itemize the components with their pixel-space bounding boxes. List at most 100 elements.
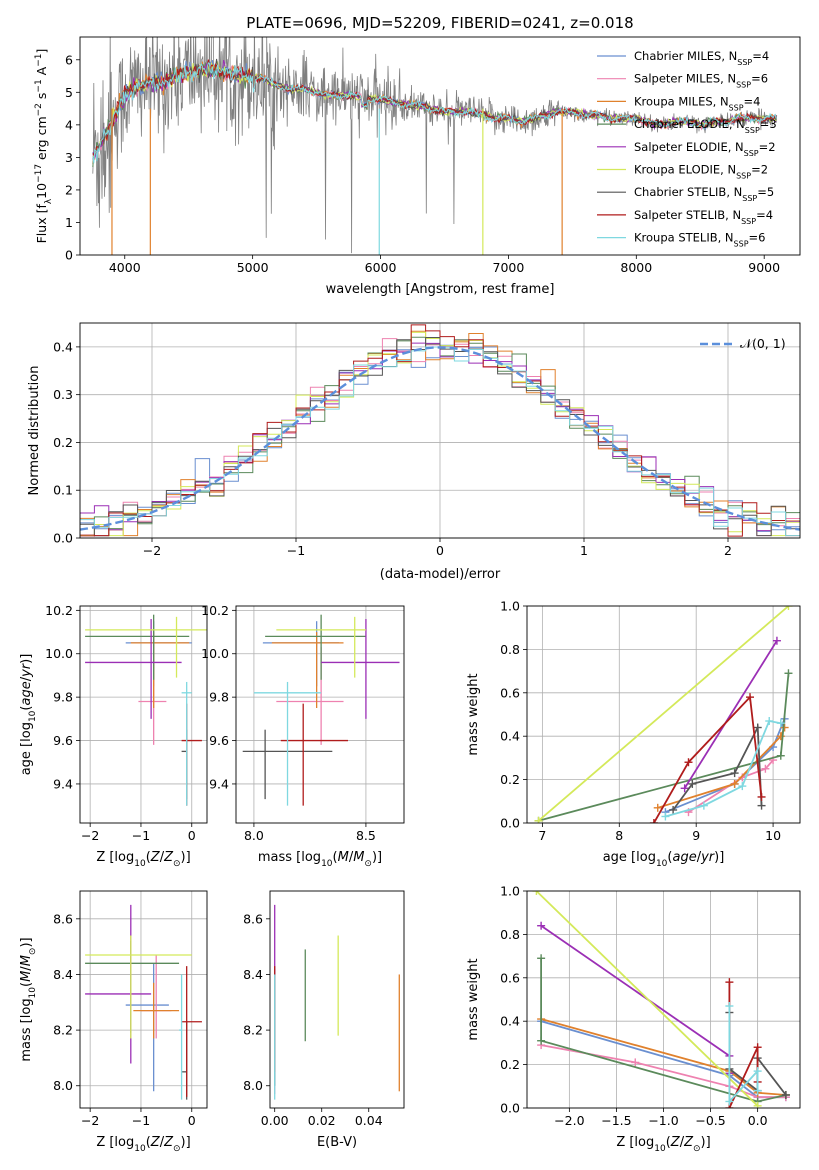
x-tick-label: 0.04 <box>355 1113 383 1128</box>
x-tick-label: −1 <box>132 1113 150 1128</box>
axes-frame <box>79 890 208 1109</box>
weight-series-1 <box>688 759 774 813</box>
x-tick-label: 10 <box>765 828 781 843</box>
errorbar-point-2 <box>271 632 344 708</box>
weight-series-2 <box>540 1018 786 1096</box>
panel-weight_vs_Z: −2.0 −1.5 −1.0 −0.5 0.0 0.0 0.2 0.4 0.6 0.8 1.0 Z [… <box>466 884 801 1154</box>
y-tick-label: 8.2 <box>243 1023 263 1038</box>
y-tick-label: 5 <box>65 85 73 100</box>
plot-area <box>534 606 793 823</box>
axes-frame <box>269 890 405 1109</box>
y-tick-label: 8.0 <box>243 1078 263 1093</box>
x-tick-label: 0 <box>188 1113 196 1128</box>
y-tick-label: 0.4 <box>500 1014 520 1029</box>
y-axis-label: Normed distribution <box>27 366 42 496</box>
chart-title: PLATE=0696, MJD=52209, FIBERID=0241, z=0… <box>246 14 633 32</box>
weight-marker <box>753 1101 762 1108</box>
x-tick-label: 0 <box>436 543 444 558</box>
y-tick-label: 0.2 <box>500 1057 520 1072</box>
x-axis-label: mass [log10(M/M⊙)] <box>258 850 382 869</box>
errorbar-point-3 <box>265 614 366 680</box>
x-axis-label: (data-model)/error <box>380 567 501 582</box>
weight-marker <box>680 784 689 793</box>
panel-residuals: −2 −1 0 1 2 0.0 0.1 0.2 0.3 0.4 (data-model)/error… <box>27 322 801 582</box>
y-tick-label: 8.4 <box>53 967 73 982</box>
x-tick-label: 0.0 <box>748 1113 768 1128</box>
errorbar-point-6 <box>181 1021 188 1100</box>
x-tick-label: −1.5 <box>601 1113 631 1128</box>
errorbar-point-8 <box>253 681 322 806</box>
x-tick-label: 1 <box>580 543 588 558</box>
y-axis-label: age [log10(age/yr)] <box>19 654 38 776</box>
y-tick-label: 0.2 <box>53 435 73 450</box>
x-tick-label: 9000 <box>748 260 780 275</box>
weight-marker <box>753 1067 762 1076</box>
weight-marker <box>776 751 785 760</box>
x-tick-label: 7000 <box>493 260 525 275</box>
y-tick-label: 0.0 <box>500 1101 520 1116</box>
errorbar-point-4 <box>321 619 400 719</box>
x-tick-label: −0.5 <box>695 1113 725 1128</box>
y-tick-label: 9.8 <box>53 690 73 705</box>
plot-area <box>85 904 202 1100</box>
weight-series-8 <box>728 1006 759 1104</box>
x-tick-label: 8 <box>615 828 623 843</box>
errorbar-point-7 <box>280 703 348 806</box>
weight-marker <box>738 782 747 791</box>
plot-area <box>92 37 778 255</box>
model-line-8 <box>92 61 777 164</box>
plot-area <box>274 904 400 1100</box>
weight-marker <box>784 606 793 610</box>
weight-marker <box>699 801 708 810</box>
weight-marker <box>537 1036 546 1045</box>
axes-frame <box>235 605 405 824</box>
weight-marker <box>772 636 781 645</box>
x-tick-label: 8000 <box>620 260 652 275</box>
legend-label: Kroupa ELODIE, NSSP=2 <box>634 163 768 181</box>
weight-marker <box>776 719 785 728</box>
weight-marker <box>746 693 755 702</box>
y-tick-label: 0.4 <box>500 729 520 744</box>
x-tick-label: −2.0 <box>554 1113 584 1128</box>
x-tick-label: 5000 <box>237 260 269 275</box>
weight-marker <box>730 769 739 778</box>
axes-frame <box>526 605 801 824</box>
y-tick-label: 8.0 <box>53 1078 73 1093</box>
x-axis-label: Z [log10(Z/Z⊙)] <box>96 850 190 869</box>
weight-series-4 <box>683 640 778 789</box>
grid <box>80 891 207 1108</box>
weight-marker <box>780 723 789 732</box>
x-axis-label: age [log10(age/yr)] <box>603 850 725 869</box>
y-tick-label: 0.0 <box>500 816 520 831</box>
axes-frame <box>79 36 801 256</box>
y-tick-label: 0.8 <box>500 927 520 942</box>
x-tick-label: 0 <box>188 828 196 843</box>
y-tick-label: 9.8 <box>209 690 229 705</box>
weight-marker <box>753 1043 762 1052</box>
x-axis-label: wavelength [Angstrom, rest frame] <box>326 282 555 297</box>
weight-marker <box>684 758 693 767</box>
weight-marker <box>532 891 541 895</box>
plot-area <box>85 614 207 806</box>
errorbar-point-5 <box>85 935 192 1039</box>
x-axis-label: E(B-V) <box>317 1135 357 1150</box>
x-tick-label: 0.02 <box>308 1113 336 1128</box>
y-tick-label: 1.0 <box>500 599 520 614</box>
weight-marker <box>537 954 546 963</box>
x-tick-label: −1.0 <box>648 1113 678 1128</box>
panel-mass_vs_Z: −2 −1 0 8.0 8.2 8.4 8.6 Z [log10(Z/Z⊙)] mass [lo… <box>19 890 208 1154</box>
y-tick-label: 0.0 <box>53 531 73 546</box>
weight-marker <box>649 819 658 823</box>
weight-marker <box>631 1058 640 1067</box>
errorbar-point-2 <box>130 632 190 708</box>
errorbar-point-0 <box>125 963 169 1092</box>
x-tick-label: −1 <box>132 828 150 843</box>
errorbar-point-8 <box>181 681 192 806</box>
y-tick-label: 0.4 <box>53 339 73 354</box>
legend: 𝒩(0, 1) <box>700 336 786 351</box>
legend-label: Chabrier STELIB, NSSP=5 <box>634 185 774 203</box>
x-axis-label: Z [log10(Z/Z⊙)] <box>616 1135 710 1154</box>
grid <box>80 606 207 823</box>
y-tick-label: 0 <box>65 248 73 263</box>
